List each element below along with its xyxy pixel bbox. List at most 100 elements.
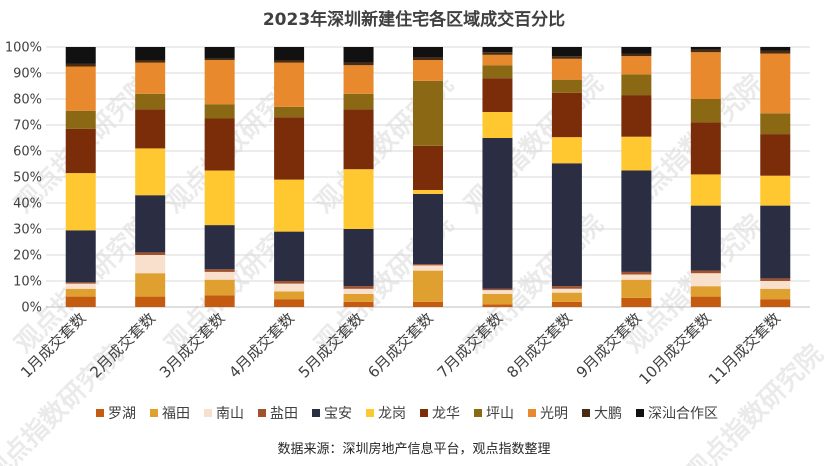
legend-swatch bbox=[150, 409, 158, 417]
bar-segment bbox=[65, 128, 96, 174]
bar-segment bbox=[690, 286, 721, 297]
bar-segment bbox=[135, 273, 166, 297]
legend-item: 龙岗 bbox=[366, 406, 406, 422]
bar-segment bbox=[135, 296, 166, 307]
bar-segment bbox=[65, 173, 96, 231]
legend-item: 福田 bbox=[150, 406, 190, 422]
bar-segment bbox=[274, 281, 305, 284]
bar-segment bbox=[621, 279, 652, 298]
legend-label: 深汕合作区 bbox=[648, 406, 718, 422]
bar-stack bbox=[65, 47, 96, 307]
bar-segment bbox=[482, 54, 513, 66]
bar-segment bbox=[274, 62, 305, 107]
bar-segment bbox=[482, 294, 513, 305]
bar-segment bbox=[204, 47, 235, 59]
bar-segment bbox=[760, 278, 791, 281]
legend-swatch bbox=[204, 409, 212, 417]
bar-segment bbox=[690, 174, 721, 206]
bar-segment bbox=[65, 63, 96, 67]
bar-segment bbox=[65, 288, 96, 297]
legend-item: 盐田 bbox=[258, 406, 298, 422]
bar-segment bbox=[482, 290, 513, 294]
bar-segment bbox=[690, 49, 721, 53]
bar-segment bbox=[413, 57, 443, 60]
y-tick-label: 80% bbox=[13, 93, 42, 108]
bar-segment bbox=[551, 137, 582, 164]
bar-stack bbox=[204, 47, 235, 307]
legend-label: 龙岗 bbox=[378, 406, 406, 422]
bar-segment bbox=[551, 286, 582, 289]
bar-segment bbox=[204, 118, 235, 171]
bar-segment bbox=[413, 301, 443, 307]
bar-stack bbox=[551, 47, 582, 307]
bar-segment bbox=[482, 65, 513, 79]
bar-segment bbox=[204, 60, 235, 105]
bar-stack bbox=[760, 47, 791, 307]
bar-segment bbox=[551, 92, 582, 138]
legend-item: 宝安 bbox=[312, 406, 352, 422]
bar-segment bbox=[343, 109, 374, 170]
bar-segment bbox=[343, 288, 374, 294]
bar-segment bbox=[135, 62, 166, 94]
bar-segment bbox=[274, 47, 305, 60]
x-tick-label: 6月成交套数 bbox=[364, 309, 437, 382]
legend-item: 龙华 bbox=[420, 406, 460, 422]
bar-segment bbox=[551, 58, 582, 80]
bar-segment bbox=[413, 270, 443, 302]
bar-segment bbox=[621, 74, 652, 96]
legend-item: 光明 bbox=[528, 406, 568, 422]
y-tick-label: 70% bbox=[13, 119, 42, 134]
bar-segment bbox=[760, 281, 791, 289]
bar-segment bbox=[482, 52, 513, 55]
bar-segment bbox=[551, 56, 582, 59]
bar-segment bbox=[760, 134, 791, 176]
legend-label: 南山 bbox=[216, 406, 244, 422]
bar-segment bbox=[135, 252, 166, 255]
bar-segment bbox=[343, 62, 374, 66]
legend-label: 福田 bbox=[162, 406, 190, 422]
bar-segment bbox=[551, 292, 582, 302]
bar-segment bbox=[204, 271, 235, 280]
legend-label: 宝安 bbox=[324, 406, 352, 422]
bar-segment bbox=[274, 106, 305, 118]
bar-segment bbox=[482, 288, 513, 291]
bar-segment bbox=[65, 296, 96, 307]
y-tick-label: 50% bbox=[13, 171, 42, 186]
bar-segment bbox=[343, 93, 374, 110]
bar-segment bbox=[65, 283, 96, 289]
bar-segment bbox=[135, 195, 166, 253]
bar-segment bbox=[690, 122, 721, 175]
y-tick-label: 30% bbox=[13, 223, 42, 238]
bar-segment bbox=[204, 58, 235, 60]
bar-segment bbox=[343, 169, 374, 229]
y-tick-label: 100% bbox=[5, 41, 42, 56]
bar-segment bbox=[204, 269, 235, 272]
bar-segment bbox=[65, 66, 96, 111]
bar-segment bbox=[274, 117, 305, 180]
legend: 罗湖 福田 南山 盐田 宝安 龙岗 龙华 坪山 光明 大鹏 深汕合作区 bbox=[96, 406, 718, 422]
bar-segment bbox=[621, 297, 652, 307]
bar-segment bbox=[135, 255, 166, 274]
bar-stack bbox=[135, 47, 166, 307]
bar-segment bbox=[413, 80, 443, 146]
bar-segment bbox=[204, 295, 235, 307]
bar-segment bbox=[760, 113, 791, 135]
bar-segment bbox=[551, 79, 582, 93]
bar-segment bbox=[135, 109, 166, 149]
y-axis-ticks: 0% 10% 20% 30% 40% 50% 60% 70% 80% 90% 100% bbox=[5, 41, 42, 316]
bar-segment bbox=[413, 193, 443, 265]
bar-segment bbox=[690, 205, 721, 271]
bar-segment bbox=[690, 273, 721, 287]
bar-segment bbox=[551, 163, 582, 287]
legend-item: 坪山 bbox=[474, 406, 514, 422]
bar-segment bbox=[65, 282, 96, 284]
bar-segment bbox=[413, 265, 443, 271]
bar-stack bbox=[274, 47, 305, 307]
bar-segment bbox=[65, 47, 96, 64]
legend-item: 深汕合作区 bbox=[636, 406, 718, 422]
x-tick-label: 2月成交套数 bbox=[86, 309, 159, 382]
legend-label: 盐田 bbox=[270, 406, 298, 422]
bar-segment bbox=[135, 93, 166, 110]
bar-segment bbox=[135, 60, 166, 63]
legend-swatch bbox=[582, 409, 590, 417]
